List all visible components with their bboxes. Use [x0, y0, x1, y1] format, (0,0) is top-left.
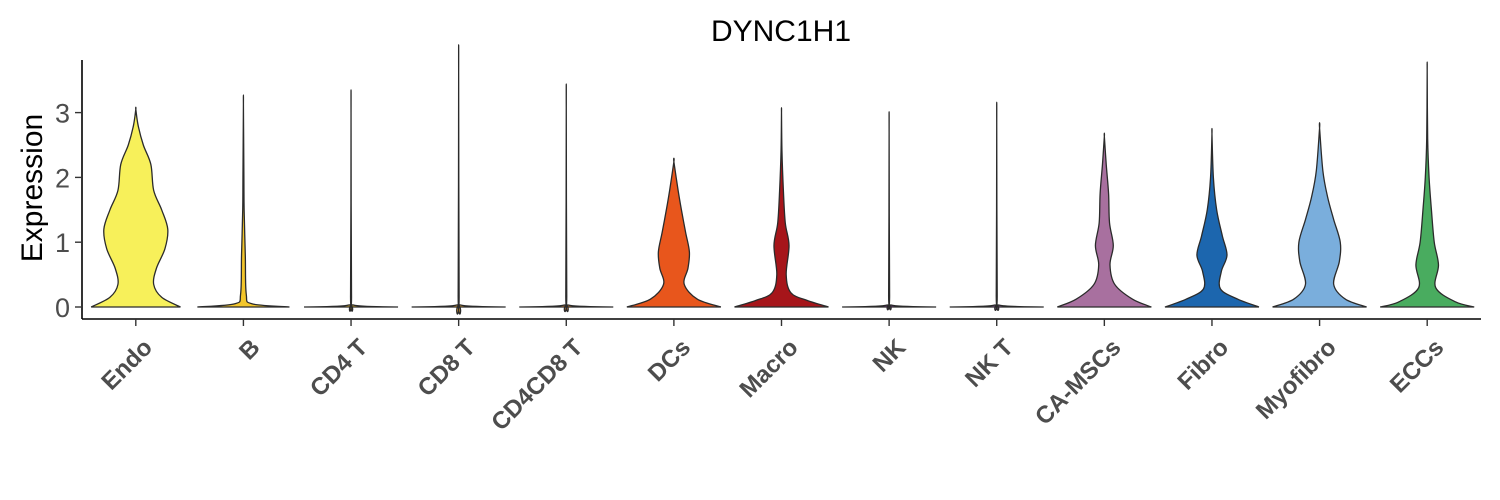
x-tick-label-cd8-t: CD8 T: [413, 334, 481, 402]
y-tick-label: 0: [55, 293, 70, 323]
x-tick-label-b: B: [234, 334, 265, 365]
chart-title: DYNC1H1: [711, 15, 851, 48]
violin-endo: [90, 106, 181, 308]
violin-cd4-t: [304, 89, 399, 312]
x-tick-label-nk-t: NK T: [960, 334, 1019, 393]
x-tick-label-cd4cd8-t: CD4CD8 T: [486, 334, 588, 436]
violin-b: [197, 94, 290, 308]
plot-area: [90, 44, 1475, 315]
violin-cd4cd8-t: [519, 83, 614, 313]
x-tick-label-dcs: DCs: [643, 334, 696, 387]
violin-fibro: [1164, 127, 1260, 308]
violin-eccs: [1380, 61, 1475, 308]
x-tick-label-ca-mscs: CA-MSCs: [1030, 334, 1126, 430]
violin-nk-t: [949, 101, 1044, 311]
violin-cd8-t: [411, 44, 506, 315]
y-axis-label: Expression: [16, 114, 49, 262]
y-tick-label: 3: [55, 99, 70, 129]
x-tick-label-myofibro: Myofibro: [1251, 334, 1342, 425]
violin-ca-mscs: [1057, 132, 1152, 308]
x-ticks: Endo B CD4 T CD8 T CD4CD8 T DCs Macro NK NK T CA-…: [96, 319, 1449, 436]
violin-nk: [842, 111, 937, 311]
x-tick-label-macro: Macro: [735, 334, 804, 403]
violin-dcs: [626, 157, 722, 308]
x-tick-label-cd4-t: CD4 T: [305, 334, 373, 402]
x-tick-label-fibro: Fibro: [1173, 334, 1235, 396]
violin-myofibro: [1272, 122, 1367, 308]
x-tick-label-eccs: ECCs: [1385, 334, 1449, 398]
x-tick-label-endo: Endo: [96, 334, 158, 396]
violin-macro: [734, 107, 829, 308]
x-tick-label-nk: NK: [868, 334, 912, 378]
y-tick-label: 2: [55, 163, 70, 193]
y-ticks: 0 1 2 3: [55, 99, 82, 323]
y-tick-label: 1: [55, 228, 70, 258]
